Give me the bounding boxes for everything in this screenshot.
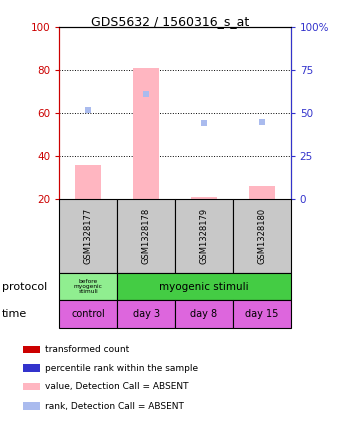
Text: day 15: day 15 [245, 309, 278, 319]
Text: rank, Detection Call = ABSENT: rank, Detection Call = ABSENT [45, 401, 184, 411]
Bar [191, 197, 217, 199]
Text: GSM1328180: GSM1328180 [257, 208, 266, 264]
Text: GSM1328178: GSM1328178 [142, 208, 151, 264]
Text: time: time [2, 309, 27, 319]
Text: GSM1328179: GSM1328179 [200, 208, 208, 264]
Text: protocol: protocol [2, 282, 47, 291]
Bar [175, 300, 233, 328]
Bar [117, 273, 291, 300]
Text: value, Detection Call = ABSENT: value, Detection Call = ABSENT [45, 382, 189, 391]
Bar [75, 165, 101, 199]
Bar [117, 199, 175, 273]
Bar [23, 402, 40, 410]
Text: percentile rank within the sample: percentile rank within the sample [45, 363, 198, 373]
Text: GDS5632 / 1560316_s_at: GDS5632 / 1560316_s_at [91, 15, 249, 28]
Bar [249, 186, 275, 199]
Bar [133, 68, 159, 199]
Bar [175, 199, 233, 273]
Bar [233, 199, 291, 273]
Bar [117, 300, 175, 328]
Text: day 8: day 8 [190, 309, 218, 319]
Text: before
myogenic
stimuli: before myogenic stimuli [74, 279, 103, 294]
Text: control: control [71, 309, 105, 319]
Bar [59, 273, 117, 300]
Bar [23, 364, 40, 372]
Bar [59, 300, 117, 328]
Bar [233, 300, 291, 328]
Text: GSM1328177: GSM1328177 [84, 208, 93, 264]
Bar [59, 199, 117, 273]
Text: myogenic stimuli: myogenic stimuli [159, 282, 249, 291]
Text: transformed count: transformed count [45, 345, 130, 354]
Text: day 3: day 3 [133, 309, 160, 319]
Bar [23, 346, 40, 353]
Bar [23, 383, 40, 390]
